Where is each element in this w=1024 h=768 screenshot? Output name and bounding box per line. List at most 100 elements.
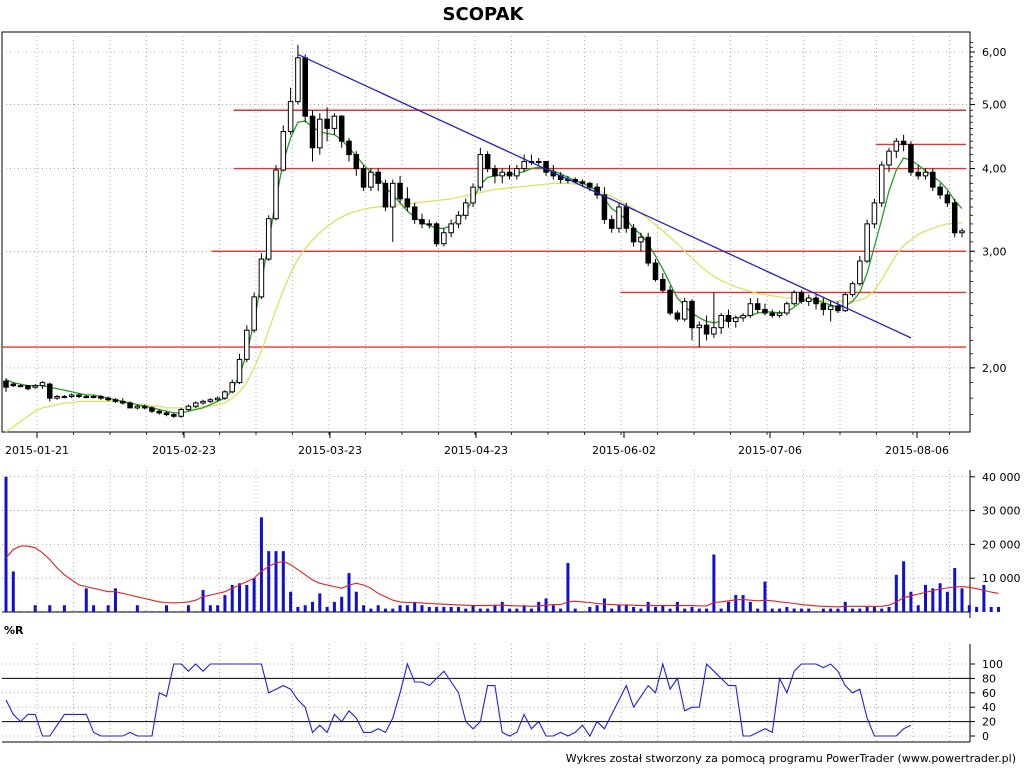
volume-bar: [201, 590, 205, 612]
date-tick-label: 2015-04-23: [444, 444, 508, 457]
candle-body: [791, 291, 797, 305]
volume-bar: [661, 605, 665, 612]
candle-body: [3, 380, 9, 388]
candle-body: [543, 160, 549, 173]
candle-body: [192, 402, 199, 407]
volume-bar: [785, 606, 789, 612]
candle-body: [295, 57, 301, 103]
volume-bar: [595, 605, 599, 612]
candle-body: [134, 405, 141, 409]
volume-bar: [106, 605, 110, 612]
candle-body: [244, 329, 250, 360]
volume-bar: [588, 606, 592, 612]
volume-axis: 10 000 20 000 30 000 40 000: [970, 471, 1021, 585]
volume-panel: 10 000 20 000 30 000 40 000: [2, 470, 1021, 618]
volume-bar: [646, 601, 650, 612]
candle-body: [798, 291, 805, 302]
volume-tick-label: 40 000: [982, 471, 1021, 484]
volume-bar: [113, 588, 117, 612]
candle-body: [68, 394, 75, 398]
volume-bar: [573, 608, 577, 612]
volume-bar: [639, 608, 643, 612]
trendline-segment: [297, 53, 912, 339]
volume-bar: [128, 611, 132, 612]
volume-bar: [675, 601, 679, 612]
candle-body: [959, 230, 965, 234]
candle-body: [762, 309, 768, 314]
volume-bar: [405, 605, 409, 612]
volume-bar: [230, 584, 234, 612]
volume-bar: [456, 606, 460, 612]
volume-bar: [770, 608, 774, 612]
volume-bar: [719, 608, 723, 612]
volume-bar: [581, 611, 585, 612]
candle-body: [324, 118, 330, 129]
volume-bar: [135, 605, 139, 612]
candle-body: [149, 407, 155, 412]
trendline: [297, 53, 912, 339]
volume-bar: [442, 606, 446, 612]
candle-body: [835, 305, 841, 312]
volume-bar: [486, 608, 490, 612]
candle-body: [229, 382, 235, 393]
candle-body: [587, 182, 593, 188]
candle-body: [849, 283, 856, 296]
volume-bar: [347, 573, 351, 612]
volume-bar: [807, 608, 811, 612]
volume-bar: [551, 605, 555, 612]
candle-body: [90, 396, 97, 399]
volume-bar: [924, 584, 928, 612]
credit-text: Wykres został stworzony za pomocą progra…: [566, 752, 1016, 765]
volume-bar: [829, 608, 833, 612]
volume-bar: [194, 611, 198, 612]
candle-body: [535, 160, 542, 163]
williams-r-tick-label: 60: [982, 687, 996, 700]
volume-bar: [62, 605, 66, 612]
candle-body: [382, 182, 389, 208]
candle-body: [441, 232, 447, 245]
candle-body: [462, 202, 469, 216]
volume-bar: [851, 608, 855, 612]
candle-body: [178, 409, 184, 417]
volume-tick-label: 10 000: [982, 572, 1021, 585]
candle-body: [630, 227, 637, 243]
candle-body: [287, 101, 294, 133]
candle-body: [390, 182, 396, 208]
candle-body: [32, 385, 38, 388]
volume-bar: [11, 571, 15, 612]
volume-bar: [99, 611, 103, 612]
candle-body: [280, 131, 287, 171]
volume-bar: [427, 606, 431, 612]
volume-bar: [362, 605, 366, 612]
williams-r-tick-label: 20: [982, 716, 996, 729]
williams-r-tick-label: 40: [982, 701, 996, 714]
volume-bar: [814, 611, 818, 612]
volume-bar: [238, 583, 242, 612]
candle-body: [689, 300, 695, 329]
candle-body: [141, 405, 148, 409]
candle-body: [776, 312, 783, 316]
volume-bar: [559, 608, 563, 612]
volume-bar: [55, 611, 59, 612]
price-tick-label: 5,00: [982, 98, 1007, 111]
volume-bar: [33, 605, 37, 612]
candle-body: [47, 383, 53, 399]
candle-body: [112, 399, 119, 402]
candle-body: [200, 400, 206, 404]
volume-bar: [281, 551, 285, 612]
candle-body: [922, 171, 929, 177]
candle-body: [930, 171, 936, 188]
volume-bar: [376, 605, 380, 612]
candle-body: [455, 214, 462, 225]
candle-body: [886, 150, 892, 166]
date-tick-label: 2015-06-02: [592, 444, 656, 457]
candle-body: [681, 300, 688, 320]
volume-bar: [420, 605, 424, 612]
candle-body: [638, 236, 644, 243]
candle-body: [156, 410, 163, 414]
volume-bar: [712, 554, 716, 612]
candle-body: [937, 186, 943, 196]
volume-bar: [325, 606, 329, 612]
